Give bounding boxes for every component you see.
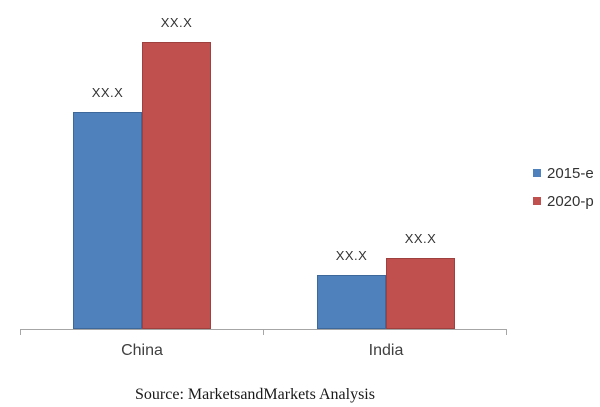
bar-china-2020-p bbox=[142, 42, 211, 329]
category-label-china: China bbox=[121, 342, 163, 359]
bar-value-label: XX.X bbox=[160, 15, 193, 30]
legend-item-2015-e: 2015-e bbox=[533, 162, 594, 184]
legend-swatch bbox=[533, 197, 541, 205]
source-text: Source: MarketsandMarkets Analysis bbox=[135, 386, 375, 403]
bar-india-2015-e bbox=[317, 275, 386, 329]
x-axis-line bbox=[20, 329, 507, 330]
bar-value-label: XX.X bbox=[335, 248, 368, 263]
legend-swatch bbox=[533, 169, 541, 177]
bar-india-2020-p bbox=[386, 258, 455, 329]
legend-label: 2015-e bbox=[547, 164, 594, 182]
bar-value-label: XX.X bbox=[404, 231, 437, 246]
x-axis-tick bbox=[20, 330, 21, 335]
bar-value-label: XX.X bbox=[91, 85, 124, 100]
legend-label: 2020-p bbox=[547, 192, 594, 210]
x-axis-tick bbox=[263, 330, 264, 335]
chart-legend: 2015-e 2020-p bbox=[533, 162, 594, 218]
bar-china-2015-e bbox=[73, 112, 142, 329]
legend-item-2020-p: 2020-p bbox=[533, 190, 594, 212]
category-label-india: India bbox=[368, 342, 404, 359]
x-axis-tick bbox=[506, 330, 507, 335]
